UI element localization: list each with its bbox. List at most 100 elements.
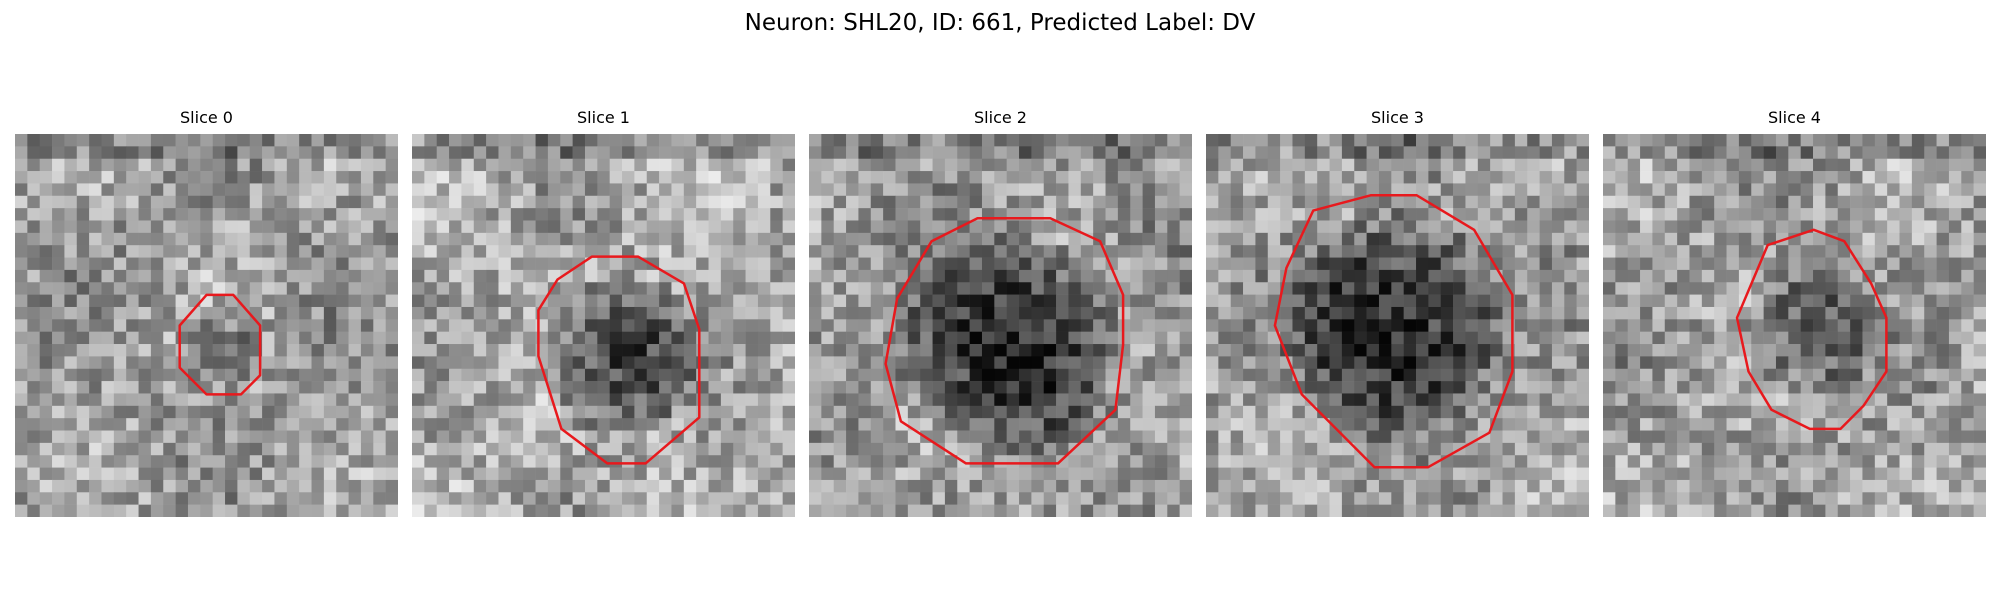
pixel-cell (1379, 431, 1392, 444)
pixel-cell (1143, 220, 1156, 233)
pixel-cell (1628, 183, 1641, 196)
pixel-cell (1628, 406, 1641, 419)
pixel-cell (696, 282, 709, 295)
pixel-cell (40, 492, 53, 505)
pixel-cell (1268, 431, 1281, 444)
pixel-cell (1106, 492, 1119, 505)
pixel-cell (1838, 443, 1851, 456)
pixel-cell (1689, 183, 1702, 196)
pixel-cell (1875, 159, 1888, 172)
pixel-cell (77, 295, 90, 308)
pixel-cell (424, 344, 437, 357)
pixel-cell (846, 233, 859, 246)
pixel-cell (733, 418, 746, 431)
pixel-cell (1677, 492, 1690, 505)
pixel-cell (1887, 282, 1900, 295)
pixel-cell (809, 208, 822, 221)
pixel-cell (1702, 134, 1715, 147)
pixel-cell (361, 134, 374, 147)
pixel-cell (1912, 431, 1925, 444)
pixel-cell (1330, 332, 1343, 345)
pixel-cell (1180, 431, 1192, 444)
pixel-cell (1615, 208, 1628, 221)
pixel-cell (287, 344, 300, 357)
pixel-cell (1206, 295, 1219, 308)
pixel-cell (77, 480, 90, 493)
pixel-cell (982, 245, 995, 258)
pixel-cell (1540, 258, 1553, 271)
pixel-cell (1527, 183, 1540, 196)
pixel-cell (52, 233, 65, 246)
pixel-cell (262, 319, 275, 332)
pixel-cell (994, 344, 1007, 357)
pixel-cell (1056, 183, 1069, 196)
pixel-cell (1243, 245, 1256, 258)
pixel-cell (412, 134, 425, 147)
pixel-cell (1243, 418, 1256, 431)
pixel-cell (1465, 468, 1478, 481)
pixel-cell (336, 146, 349, 159)
pixel-cell (1280, 505, 1293, 517)
pixel-cell (1367, 233, 1380, 246)
pixel-cell (1515, 307, 1528, 320)
pixel-cell (1640, 319, 1653, 332)
pixel-cell (1850, 220, 1863, 233)
pixel-cell (163, 369, 176, 382)
pixel-cell (386, 183, 398, 196)
pixel-cell (1330, 159, 1343, 172)
pixel-cell (1764, 295, 1777, 308)
pixel-cell (908, 393, 921, 406)
pixel-cell (1367, 443, 1380, 456)
pixel-cell (299, 381, 312, 394)
pixel-cell (139, 307, 152, 320)
pixel-cell (733, 332, 746, 345)
pixel-cell (424, 295, 437, 308)
pixel-cell (474, 258, 487, 271)
pixel-cell (1825, 393, 1838, 406)
pixel-cell (597, 307, 610, 320)
pixel-cell (858, 431, 871, 444)
pixel-cell (126, 208, 139, 221)
pixel-cell (213, 443, 226, 456)
pixel-cell (1764, 208, 1777, 221)
pixel-cell (758, 319, 771, 332)
pixel-cell (1838, 468, 1851, 481)
pixel-cell (982, 356, 995, 369)
pixel-cell (1404, 431, 1417, 444)
pixel-cell (858, 183, 871, 196)
pixel-cell (1961, 505, 1974, 517)
pixel-cell (163, 295, 176, 308)
pixel-cell (834, 406, 847, 419)
pixel-cell (1974, 220, 1986, 233)
pixel-cell (188, 220, 201, 233)
pixel-cell (610, 480, 623, 493)
pixel-cell (634, 431, 647, 444)
pixel-cell (783, 245, 795, 258)
pixel-cell (1515, 431, 1528, 444)
pixel-cell (474, 282, 487, 295)
pixel-cell (101, 443, 114, 456)
pixel-cell (361, 183, 374, 196)
pixel-cell (412, 208, 425, 221)
pixel-cell (139, 393, 152, 406)
pixel-cell (361, 171, 374, 184)
pixel-cell (770, 258, 783, 271)
pixel-cell (1751, 183, 1764, 196)
pixel-cell (27, 270, 40, 283)
pixel-cell (1255, 443, 1268, 456)
pixel-cell (1478, 369, 1491, 382)
pixel-cell (1305, 159, 1318, 172)
pixel-cell (610, 233, 623, 246)
pixel-cell (721, 282, 734, 295)
pixel-cell (970, 480, 983, 493)
pixel-cell (634, 146, 647, 159)
pixel-cell (188, 233, 201, 246)
pixel-cell (1019, 319, 1032, 332)
pixel-cell (1081, 480, 1094, 493)
pixel-cell (1887, 233, 1900, 246)
pixel-cell (560, 183, 573, 196)
pixel-cell (858, 319, 871, 332)
pixel-cell (52, 369, 65, 382)
pixel-cell (1317, 183, 1330, 196)
pixel-cell (1764, 319, 1777, 332)
